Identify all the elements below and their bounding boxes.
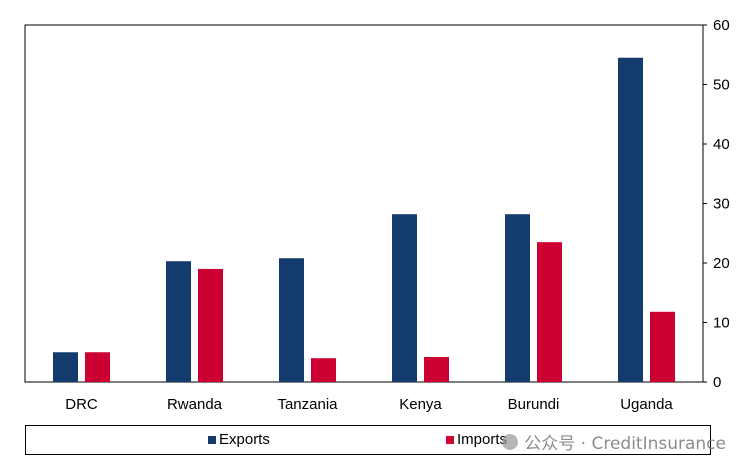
x-category-label: Rwanda xyxy=(167,396,223,413)
bar-imports-burundi xyxy=(537,242,562,382)
y-tick-label: 20 xyxy=(713,255,730,272)
bar-exports-kenya xyxy=(392,214,417,382)
bar-exports-tanzania xyxy=(279,258,304,382)
legend-label-exports: Exports xyxy=(219,431,270,448)
y-tick-label: 50 xyxy=(713,77,730,94)
legend-item-exports: Exports xyxy=(208,431,270,448)
x-category-label: DRC xyxy=(65,396,98,413)
y-tick-label: 30 xyxy=(713,196,730,213)
y-tick-label: 40 xyxy=(713,136,730,153)
bar-imports-uganda xyxy=(650,311,675,382)
legend-label-imports: Imports xyxy=(457,431,508,448)
y-tick-label: 60 xyxy=(713,17,730,34)
watermark: 公众号 · CreditInsurance xyxy=(502,429,726,454)
plot-area xyxy=(24,24,704,383)
bar-imports-kenya xyxy=(424,357,449,382)
legend-swatch-exports xyxy=(208,435,216,444)
legend: Exports Imports xyxy=(25,425,711,455)
wechat-icon xyxy=(502,433,519,450)
x-category-label: Tanzania xyxy=(277,396,338,413)
legend-item-imports: Imports xyxy=(446,431,507,448)
y-tick-label: 10 xyxy=(713,315,730,332)
bar-exports-drc xyxy=(53,352,78,382)
y-tick-label: 0 xyxy=(713,374,721,391)
watermark-text: 公众号 · CreditInsurance xyxy=(524,434,726,454)
bars-group xyxy=(53,57,675,382)
bar-chart: 0 10 20 30 40 50 60 DRC Rwanda Tanzania Kenya Buru… xyxy=(24,17,730,413)
x-category-label: Burundi xyxy=(508,396,560,413)
x-axis-categories: DRC Rwanda Tanzania Kenya Burundi Uganda xyxy=(65,396,673,413)
y-axis-ticks: 0 10 20 30 40 50 60 xyxy=(703,17,730,391)
bar-exports-burundi xyxy=(505,214,530,382)
x-category-label: Uganda xyxy=(620,396,673,413)
bar-exports-rwanda xyxy=(166,261,191,382)
bar-imports-tanzania xyxy=(311,358,336,382)
legend-swatch-imports xyxy=(446,435,454,444)
bar-imports-rwanda xyxy=(198,268,223,382)
bar-exports-uganda xyxy=(618,57,643,382)
x-category-label: Kenya xyxy=(399,396,442,413)
bar-imports-drc xyxy=(85,352,110,382)
